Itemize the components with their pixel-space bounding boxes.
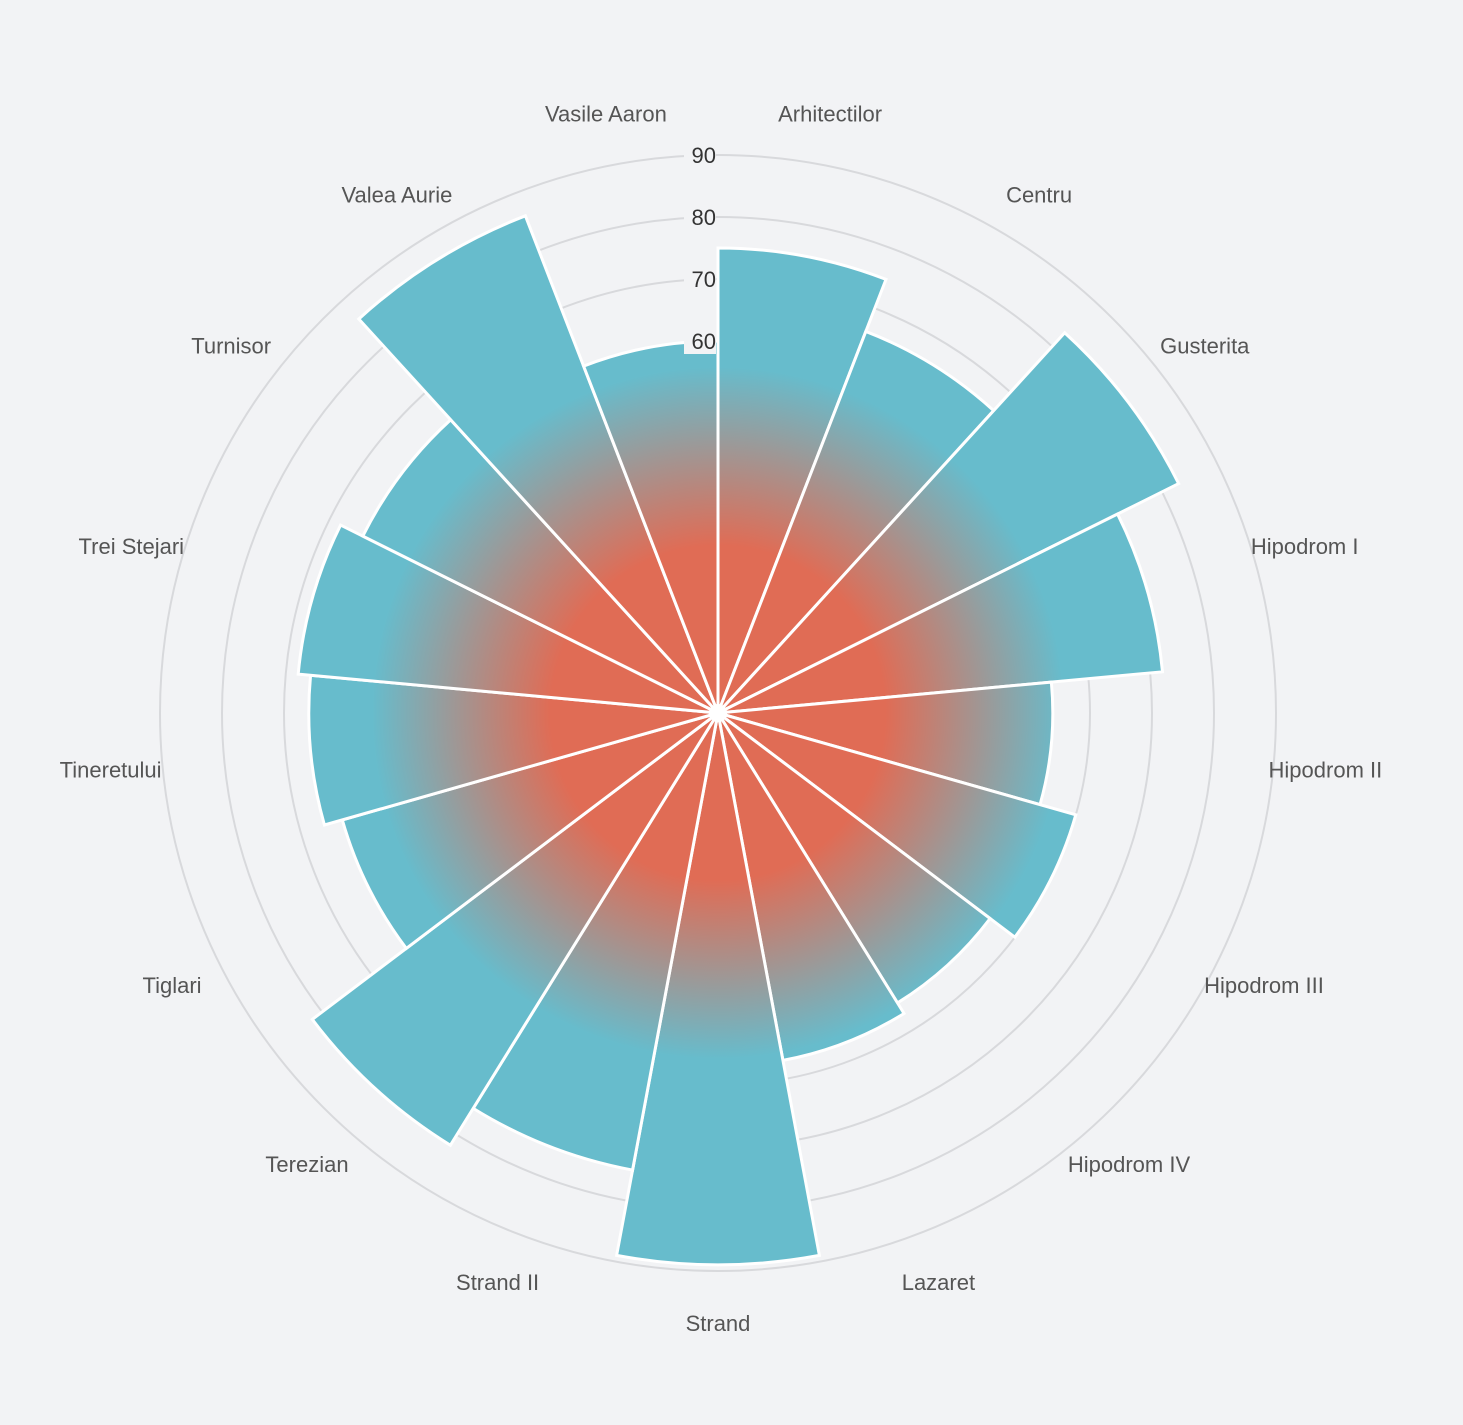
bar-hipodrom-iii[interactable] <box>717 711 1078 940</box>
category-label: Terezian <box>265 1152 348 1177</box>
category-label: Lazaret <box>902 1270 975 1295</box>
bar-strand-ii[interactable] <box>471 712 720 1172</box>
category-label: Hipodrom III <box>1204 973 1324 998</box>
category-label: Tiglari <box>142 973 201 998</box>
bar-gusterita[interactable] <box>716 330 1181 715</box>
category-label: Strand <box>686 1311 751 1336</box>
tick-label-bg <box>684 328 716 354</box>
category-label: Hipodrom I <box>1251 534 1359 559</box>
bar-trei-stejari[interactable] <box>296 523 719 715</box>
radial-tick-label: 80 <box>692 205 716 230</box>
bar-arhitectilor[interactable] <box>716 246 888 714</box>
bar-tineretului[interactable] <box>307 673 719 827</box>
category-label: Strand II <box>456 1270 539 1295</box>
center-dot <box>709 704 727 722</box>
bar-centru[interactable] <box>716 329 996 715</box>
tick-label-bg <box>684 142 716 168</box>
bar-lazaret[interactable] <box>716 712 907 1063</box>
bar-hipodrom-ii[interactable] <box>717 680 1055 807</box>
category-label: Hipodrom II <box>1269 757 1383 782</box>
radial-axis-ticks: 60 70 80 90 <box>684 142 716 354</box>
category-label: Hipodrom IV <box>1068 1152 1191 1177</box>
bars <box>296 213 1181 1267</box>
grid-circle <box>159 154 1277 1272</box>
category-label: Tineretului <box>60 757 162 782</box>
category-label: Trei Stejari <box>79 534 185 559</box>
tick-label-bg <box>684 266 716 292</box>
radial-tick-label: 60 <box>692 329 716 354</box>
radial-tick-label: 90 <box>692 143 716 168</box>
center-hub <box>709 704 727 722</box>
tick-label-bg <box>684 204 716 230</box>
radial-tick-label: 70 <box>692 267 716 292</box>
bar-terezian[interactable] <box>310 711 720 1148</box>
bar-hipodrom-i[interactable] <box>717 512 1165 715</box>
bar-turnisor[interactable] <box>360 417 720 715</box>
bar-strand[interactable] <box>614 712 822 1267</box>
bar-hipodrom-iv[interactable] <box>716 711 993 1005</box>
category-label: Valea Aurie <box>341 182 452 207</box>
category-label: Centru <box>1006 182 1072 207</box>
bar-valea-aurie[interactable] <box>356 213 720 715</box>
category-labels: Arhitectilor Centru Gusterita Hipodrom I Hip… <box>60 101 1383 1336</box>
bar-tiglari[interactable] <box>340 711 719 951</box>
category-label: Turnisor <box>191 333 271 358</box>
category-label: Arhitectilor <box>778 101 882 126</box>
category-label: Gusterita <box>1160 333 1250 358</box>
category-label: Vasile Aaron <box>545 101 667 126</box>
